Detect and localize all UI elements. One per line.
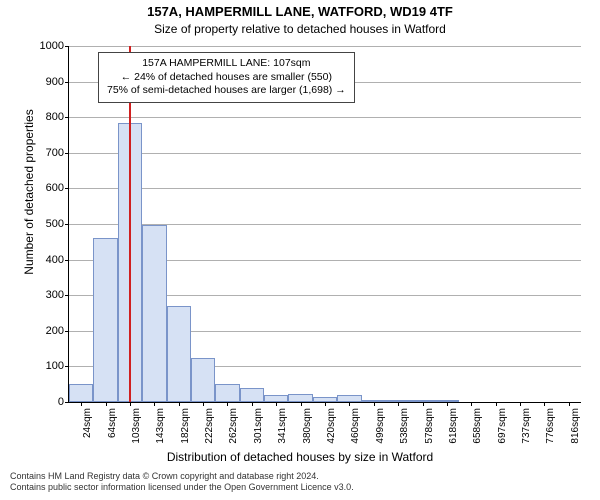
annotation-line3: 75% of semi-detached houses are larger (… bbox=[107, 84, 346, 98]
x-tick-mark bbox=[471, 402, 472, 406]
gridline bbox=[69, 188, 581, 189]
x-tick-label: 618sqm bbox=[449, 408, 459, 448]
x-tick-label: 697sqm bbox=[498, 408, 508, 448]
x-tick-mark bbox=[106, 402, 107, 406]
annotation-line1: 157A HAMPERMILL LANE: 107sqm bbox=[107, 57, 346, 71]
x-tick-label: 143sqm bbox=[156, 408, 166, 448]
x-tick-label: 222sqm bbox=[205, 408, 215, 448]
y-tick-label: 300 bbox=[16, 290, 64, 301]
y-tick-mark bbox=[65, 82, 69, 83]
x-tick-mark bbox=[154, 402, 155, 406]
y-tick-label: 500 bbox=[16, 219, 64, 230]
footer-line2: Contains public sector information licen… bbox=[10, 482, 354, 494]
y-tick-label: 900 bbox=[16, 77, 64, 88]
x-tick-mark bbox=[569, 402, 570, 406]
chart-subtitle: Size of property relative to detached ho… bbox=[0, 22, 600, 36]
x-tick-mark bbox=[203, 402, 204, 406]
x-tick-mark bbox=[130, 402, 131, 406]
gridline bbox=[69, 153, 581, 154]
x-tick-label: 380sqm bbox=[303, 408, 313, 448]
y-tick-mark bbox=[65, 402, 69, 403]
y-tick-label: 200 bbox=[16, 326, 64, 337]
y-tick-label: 700 bbox=[16, 148, 64, 159]
y-tick-mark bbox=[65, 224, 69, 225]
x-tick-label: 182sqm bbox=[181, 408, 191, 448]
histogram-bar bbox=[191, 358, 215, 403]
x-tick-mark bbox=[179, 402, 180, 406]
x-tick-label: 460sqm bbox=[351, 408, 361, 448]
gridline bbox=[69, 117, 581, 118]
annotation-box: 157A HAMPERMILL LANE: 107sqm ← 24% of de… bbox=[98, 52, 355, 103]
x-tick-label: 658sqm bbox=[473, 408, 483, 448]
x-tick-label: 578sqm bbox=[425, 408, 435, 448]
annotation-line2: ← 24% of detached houses are smaller (55… bbox=[107, 71, 346, 85]
y-tick-label: 600 bbox=[16, 183, 64, 194]
footer: Contains HM Land Registry data © Crown c… bbox=[10, 471, 354, 494]
y-tick-mark bbox=[65, 295, 69, 296]
x-tick-label: 816sqm bbox=[571, 408, 581, 448]
x-tick-label: 420sqm bbox=[327, 408, 337, 448]
histogram-bar bbox=[215, 384, 239, 403]
x-tick-mark bbox=[227, 402, 228, 406]
y-tick-mark bbox=[65, 260, 69, 261]
x-tick-label: 737sqm bbox=[522, 408, 532, 448]
x-tick-label: 301sqm bbox=[254, 408, 264, 448]
x-tick-mark bbox=[301, 402, 302, 406]
x-tick-label: 103sqm bbox=[132, 408, 142, 448]
histogram-bar bbox=[288, 394, 312, 402]
y-tick-label: 0 bbox=[16, 397, 64, 408]
y-tick-mark bbox=[65, 366, 69, 367]
gridline bbox=[69, 46, 581, 47]
x-tick-label: 538sqm bbox=[400, 408, 410, 448]
x-tick-mark bbox=[349, 402, 350, 406]
x-tick-label: 24sqm bbox=[83, 408, 93, 448]
y-tick-mark bbox=[65, 331, 69, 332]
x-tick-mark bbox=[423, 402, 424, 406]
y-tick-mark bbox=[65, 188, 69, 189]
y-tick-mark bbox=[65, 153, 69, 154]
chart-title: 157A, HAMPERMILL LANE, WATFORD, WD19 4TF bbox=[0, 4, 600, 19]
y-tick-label: 100 bbox=[16, 361, 64, 372]
x-tick-mark bbox=[398, 402, 399, 406]
x-tick-label: 262sqm bbox=[229, 408, 239, 448]
histogram-bar bbox=[167, 306, 191, 402]
x-tick-mark bbox=[496, 402, 497, 406]
x-tick-mark bbox=[520, 402, 521, 406]
histogram-bar bbox=[93, 238, 117, 402]
x-tick-mark bbox=[544, 402, 545, 406]
x-tick-label: 341sqm bbox=[278, 408, 288, 448]
y-tick-label: 1000 bbox=[16, 41, 64, 52]
histogram-bar bbox=[142, 225, 166, 402]
histogram-bar bbox=[337, 395, 361, 402]
y-tick-label: 800 bbox=[16, 112, 64, 123]
footer-line1: Contains HM Land Registry data © Crown c… bbox=[10, 471, 354, 483]
histogram-bar bbox=[240, 388, 264, 402]
x-tick-label: 64sqm bbox=[108, 408, 118, 448]
x-tick-mark bbox=[276, 402, 277, 406]
histogram-bar bbox=[69, 384, 93, 402]
y-tick-mark bbox=[65, 117, 69, 118]
y-tick-label: 400 bbox=[16, 255, 64, 266]
histogram-bar bbox=[264, 395, 288, 402]
x-tick-label: 776sqm bbox=[546, 408, 556, 448]
x-tick-mark bbox=[374, 402, 375, 406]
chart-container: 157A, HAMPERMILL LANE, WATFORD, WD19 4TF… bbox=[0, 0, 600, 500]
x-tick-mark bbox=[81, 402, 82, 406]
x-axis-label: Distribution of detached houses by size … bbox=[0, 450, 600, 464]
x-tick-mark bbox=[325, 402, 326, 406]
x-tick-mark bbox=[252, 402, 253, 406]
x-tick-mark bbox=[447, 402, 448, 406]
y-tick-mark bbox=[65, 46, 69, 47]
x-tick-label: 499sqm bbox=[376, 408, 386, 448]
